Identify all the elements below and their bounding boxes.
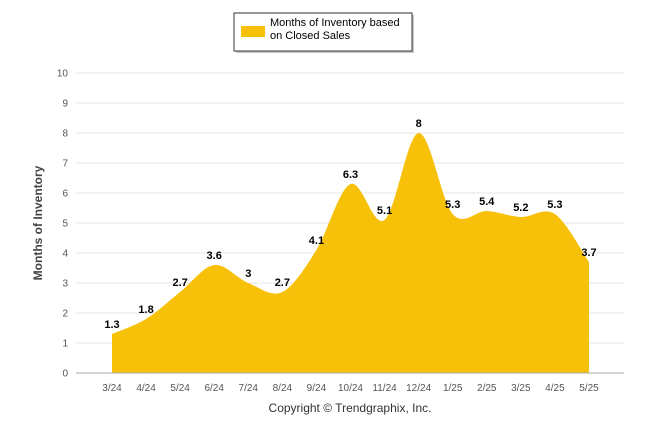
x-tick-label: 7/24 — [239, 383, 259, 394]
data-label: 1.3 — [104, 319, 119, 331]
x-tick-label: 5/25 — [579, 383, 599, 394]
y-tick-label: 10 — [57, 69, 69, 80]
data-label: 8 — [416, 118, 422, 130]
x-tick-label: 10/24 — [338, 383, 363, 394]
data-label: 5.4 — [479, 196, 495, 208]
data-label: 5.2 — [513, 202, 528, 214]
data-label: 1.8 — [138, 304, 153, 316]
data-label: 2.7 — [172, 277, 187, 289]
y-tick-label: 0 — [62, 369, 68, 380]
data-label: 3.7 — [581, 247, 596, 259]
y-axis-title: Months of Inventory — [31, 165, 45, 280]
x-tick-label: 4/24 — [136, 383, 156, 394]
data-labels: 1.3 1.8 2.7 3.6 3 2.7 4.1 6.3 5.1 8 5.3 5.4 5.2 5.3 3.… — [104, 118, 596, 331]
x-tick-label: 2/25 — [477, 383, 497, 394]
y-tick-label: 6 — [62, 189, 68, 200]
x-tick-label: 8/24 — [273, 383, 293, 394]
x-tick-label: 3/24 — [102, 383, 122, 394]
y-tick-label: 4 — [62, 249, 68, 260]
legend-label-line2: on Closed Sales — [270, 30, 351, 42]
data-label: 5.3 — [445, 199, 460, 211]
y-tick-label: 2 — [62, 309, 68, 320]
y-tick-label: 9 — [62, 99, 68, 110]
x-tick-label: 5/24 — [170, 383, 190, 394]
x-tick-label: 12/24 — [406, 383, 431, 394]
data-label: 3.6 — [207, 250, 222, 262]
x-tick-labels: 3/24 4/24 5/24 6/24 7/24 8/24 9/24 10/24 11/24 12… — [102, 383, 599, 394]
x-tick-label: 9/24 — [307, 383, 327, 394]
legend-swatch — [241, 26, 265, 37]
data-label: 2.7 — [275, 277, 290, 289]
y-tick-label: 5 — [62, 219, 68, 230]
series-area — [112, 132, 589, 373]
x-tick-label: 4/25 — [545, 383, 565, 394]
x-tick-label: 11/24 — [372, 383, 397, 394]
data-label: 3 — [245, 268, 251, 280]
y-tick-label: 8 — [62, 129, 68, 140]
y-tick-label: 1 — [62, 339, 68, 350]
data-label: 6.3 — [343, 169, 358, 181]
data-label: 5.3 — [547, 199, 562, 211]
legend-label-line1: Months of Inventory based — [270, 17, 400, 29]
x-tick-label: 1/25 — [443, 383, 463, 394]
data-label: 5.1 — [377, 205, 392, 217]
y-tick-labels: 0 1 2 3 4 5 6 7 8 9 10 — [57, 69, 69, 380]
data-label: 4.1 — [309, 235, 324, 247]
legend: Months of Inventory based on Closed Sale… — [233, 12, 414, 53]
copyright-footer: Copyright © Trendgraphix, Inc. — [269, 401, 432, 415]
x-tick-label: 3/25 — [511, 383, 531, 394]
y-tick-label: 3 — [62, 279, 68, 290]
x-tick-label: 6/24 — [204, 383, 224, 394]
y-tick-label: 7 — [62, 159, 68, 170]
